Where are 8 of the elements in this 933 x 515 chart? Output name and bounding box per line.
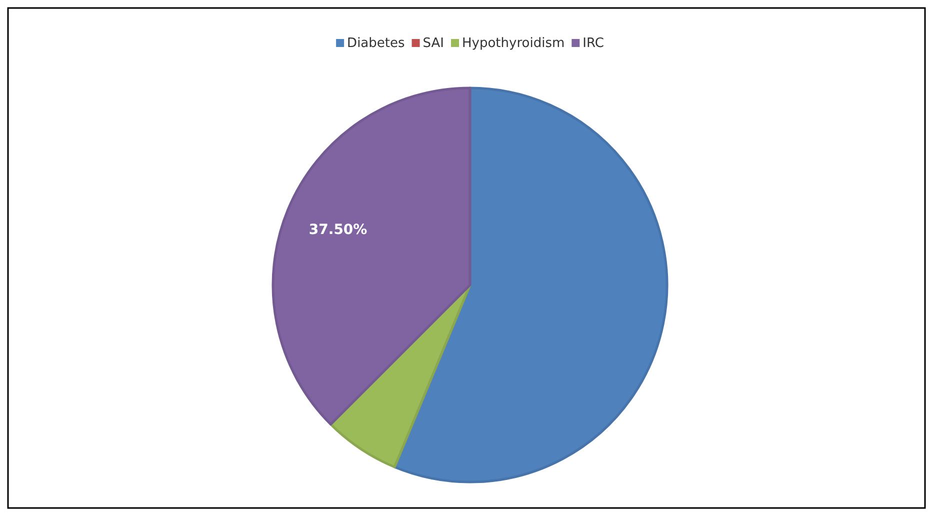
legend-label: Hypothyroidism — [462, 36, 565, 51]
pie-slice — [272, 86, 472, 426]
pie-slice — [329, 284, 472, 468]
legend-label: Diabetes — [347, 36, 405, 51]
pie-slice — [393, 86, 668, 484]
data-label: 37.50% — [308, 222, 368, 238]
legend-label: SAI — [422, 36, 444, 51]
legend-label: IRC — [582, 36, 604, 51]
